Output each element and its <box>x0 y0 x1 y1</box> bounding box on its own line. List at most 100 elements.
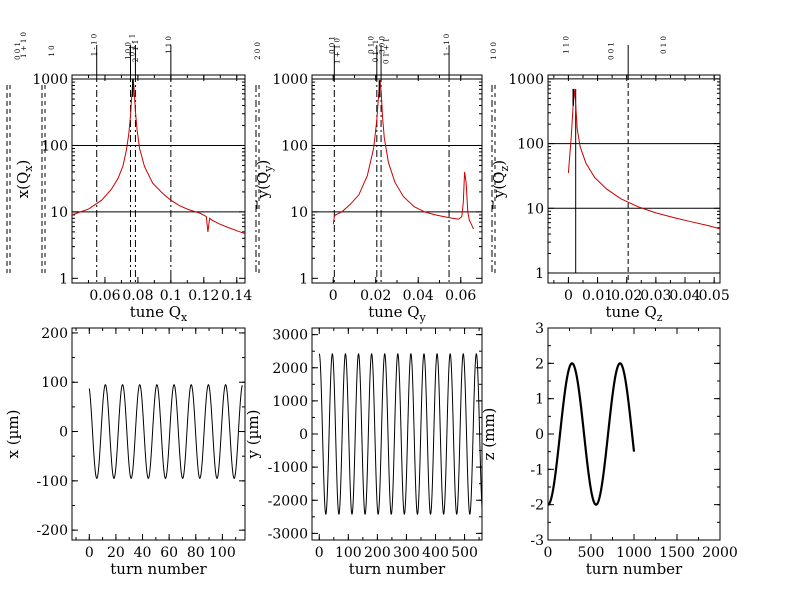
x-axis-title-main: tune Q <box>605 303 656 321</box>
y-tick-label: 10 <box>290 205 308 221</box>
x-axis-title: tune Qx <box>130 303 188 324</box>
y-axis-title-sub: x <box>22 165 35 172</box>
resonance-label: 0 1 0 <box>368 36 376 54</box>
y-tick-label: 0 <box>299 427 308 443</box>
series-line <box>71 79 246 235</box>
x-tick-label: 0.03 <box>640 288 671 304</box>
y-tick-label: 100 <box>41 375 68 391</box>
x-axis-title-sub: z <box>657 311 663 324</box>
y-tick-label: 1000 <box>32 72 68 88</box>
resonance-label: 1 0 <box>48 45 56 56</box>
y-axis-title-main: y(Q <box>254 172 272 200</box>
resonance-label: 3 0 0 <box>378 36 386 54</box>
x-tick-label: 40 <box>134 545 152 561</box>
x-tick-label: 300 <box>393 545 420 561</box>
y-axis-title: y(Qy) <box>254 160 275 200</box>
y-tick-label: -200 <box>37 523 68 539</box>
y-axis-title-sub: y <box>262 165 275 173</box>
y-tick-label: 2000 <box>272 361 308 377</box>
x-tick-label: 0.06 <box>89 288 120 304</box>
x-axis-title: tune Qy <box>368 303 426 324</box>
resonance-label: 1 + 1 0 <box>334 38 342 64</box>
y-tick-label: 1000 <box>272 72 308 88</box>
x-tick-label: 0.1 <box>160 288 182 304</box>
x-tick-label: 0.02 <box>360 288 391 304</box>
y-axis-title-main: y(Q <box>490 172 508 200</box>
resonance-label: 1 0 0 <box>490 42 498 60</box>
oscillation-line <box>318 353 483 515</box>
y-tick-label: 100 <box>517 137 544 153</box>
y-tick-label: 1 <box>59 271 68 287</box>
resonance-label: 0 1 + 1 <box>383 38 391 64</box>
x-tick-label: 400 <box>422 545 449 561</box>
y-axis-title: x (µm) <box>4 410 22 459</box>
x-tick-label: 20 <box>107 545 125 561</box>
resonance-label: 1 1 0 <box>562 36 570 54</box>
resonance-label: 0 1 0 <box>660 36 668 54</box>
y-tick-label: 0 <box>535 427 544 443</box>
x-axis-title-main: turn number <box>349 560 446 578</box>
resonance-label: 0 1 - 1 <box>129 34 137 56</box>
y-tick-label: 2 <box>535 356 544 372</box>
x-axis-title-main: tune Q <box>368 303 419 321</box>
resonance-label: 1 1 0 <box>165 36 173 54</box>
y-tick-label: -3000 <box>268 526 308 542</box>
resonance-label: 1 - 1 0 <box>91 34 99 56</box>
x-axis-title-main: turn number <box>110 560 207 578</box>
resonance-label: 0 1 - 1 <box>372 40 380 62</box>
y-tick-label: 10 <box>526 201 544 217</box>
y-tick-label: -2000 <box>268 493 308 509</box>
x-tick-label: 0.04 <box>669 288 700 304</box>
series-line <box>332 80 474 230</box>
y-tick-label: 3 <box>535 321 544 337</box>
y-tick-label: 0 <box>59 425 68 441</box>
x-tick-label: 0.04 <box>403 288 434 304</box>
x-tick-label: 80 <box>187 545 205 561</box>
resonance-label: 1 0 0 <box>124 42 132 60</box>
x-tick-label: 0.14 <box>221 288 252 304</box>
axes-frame <box>71 327 246 541</box>
x-tick-label: 0.06 <box>445 288 476 304</box>
y-axis-title: x(Qx) <box>14 160 35 199</box>
y-axis-title-main: y (µm) <box>244 410 262 460</box>
y-axis-title-close: ) <box>490 160 508 166</box>
y-axis-title: y (µm) <box>244 410 262 460</box>
y-tick-label: 1 <box>535 392 544 408</box>
y-tick-label: -100 <box>37 474 68 490</box>
x-tick-label: 0 <box>315 545 324 561</box>
y-tick-label: 100 <box>41 138 68 154</box>
y-tick-label: 1 <box>535 266 544 282</box>
y-axis-title-main: x (µm) <box>4 410 22 459</box>
panel-tz: 0 500 1000 1500 2000 -3 -2 -1 0 1 2 3 turn number z (… <box>480 321 738 578</box>
axes-frame <box>71 74 246 284</box>
x-tick-label: 0 <box>564 288 573 304</box>
x-tick-label: 500 <box>578 545 605 561</box>
y-axis-title-main: z (mm) <box>480 408 498 461</box>
axes-frame <box>547 327 721 541</box>
y-axis-title: z (mm) <box>480 408 498 461</box>
y-tick-label: 1000 <box>508 72 544 88</box>
x-axis-title: turn number <box>349 560 446 578</box>
x-axis-title-sub: y <box>419 311 427 324</box>
y-tick-label: 1000 <box>272 394 308 410</box>
x-tick-label: 0.02 <box>611 288 642 304</box>
panel-ty: 0 100 200 300 400 500 -3000 -2000 -1000 0 1000 2000… <box>244 327 483 578</box>
x-axis-title-sub: x <box>181 311 188 324</box>
x-axis-title: turn number <box>586 560 683 578</box>
y-axis-title-close: ) <box>254 160 272 166</box>
x-tick-label: 0.08 <box>122 288 153 304</box>
x-tick-label: 100 <box>209 545 236 561</box>
y-tick-label: -1 <box>530 462 544 478</box>
resonance-label: 0 0 1 <box>608 42 616 60</box>
x-tick-label: 1000 <box>616 545 652 561</box>
y-axis-title-close: ) <box>14 160 32 166</box>
x-tick-label: 0 <box>85 545 94 561</box>
x-tick-label: 200 <box>364 545 391 561</box>
x-tick-label: 0 <box>544 545 553 561</box>
x-tick-label: 500 <box>451 545 478 561</box>
